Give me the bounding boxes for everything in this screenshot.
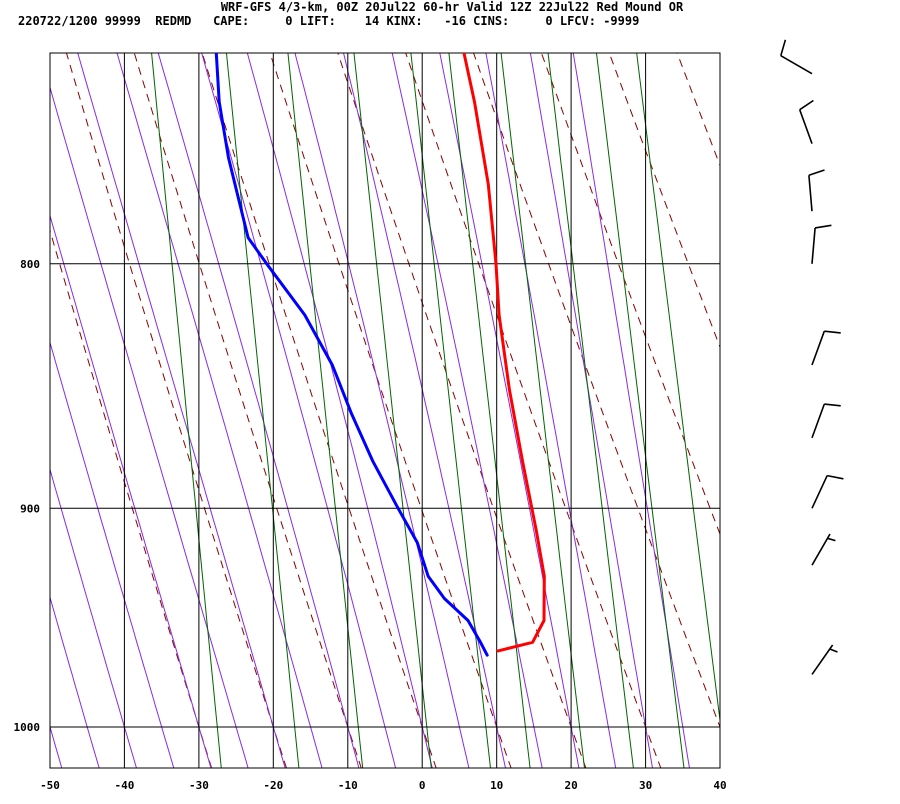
wind-barb	[811, 330, 841, 366]
wind-barb-half-feather	[827, 537, 836, 542]
moist-adiabat-line	[246, 53, 433, 768]
x-tick-label: -20	[263, 779, 283, 792]
x-tick-label: 10	[490, 779, 503, 792]
wind-barb	[811, 403, 841, 439]
moist-adiabat-line	[50, 213, 212, 768]
wind-barb-staff	[811, 403, 826, 439]
moist-adiabat-line	[201, 53, 397, 768]
wind-barb	[811, 224, 832, 264]
x-tick-label: -10	[338, 779, 358, 792]
mixing-ratio-line	[151, 53, 222, 768]
moist-adiabat-line	[294, 53, 470, 768]
x-tick-label: -50	[40, 779, 60, 792]
moist-adiabat-line	[50, 85, 249, 768]
mixing-ratio-line	[353, 53, 432, 768]
moist-adiabat-line	[343, 53, 506, 768]
moist-adiabat-line	[529, 53, 653, 768]
y-tick-label: 1000	[14, 721, 41, 734]
wind-barb-feather	[808, 169, 825, 177]
moist-adiabat-line	[77, 53, 286, 768]
temperature-profile-line	[462, 53, 546, 653]
moist-adiabat-line	[50, 467, 137, 768]
x-tick-label: 40	[713, 779, 726, 792]
mixing-ratio-line	[225, 53, 300, 768]
moist-adiabat-line	[572, 53, 690, 768]
x-tick-label: 20	[564, 779, 577, 792]
plot-frame	[49, 52, 721, 769]
dewpoint-profile-line	[214, 53, 489, 657]
mixing-ratio-line	[500, 53, 585, 768]
wind-barb	[811, 474, 844, 509]
wind-barb-staff	[811, 227, 816, 264]
wind-barb-feather	[780, 39, 787, 56]
wind-barb-staff	[808, 175, 813, 212]
wind-barb-feather	[824, 403, 841, 407]
wind-barb-feather	[799, 99, 814, 111]
wind-barb	[811, 533, 836, 566]
dry-adiabat-line	[133, 53, 362, 768]
mixing-ratio-line	[448, 53, 531, 768]
moist-adiabat-line	[439, 53, 580, 768]
moist-adiabat-line	[157, 53, 360, 768]
x-tick-label: 30	[639, 779, 652, 792]
wind-barb	[808, 169, 825, 212]
x-tick-label: 0	[419, 779, 426, 792]
dry-adiabat-line	[269, 53, 512, 768]
mixing-ratio-line	[410, 53, 491, 768]
wind-barb-feather	[824, 330, 841, 334]
dry-adiabat-line	[50, 228, 213, 768]
dry-adiabat-line	[201, 53, 437, 768]
wind-barb-half-feather	[829, 648, 838, 653]
moist-adiabat-line	[391, 53, 543, 768]
x-tick-label: -30	[189, 779, 209, 792]
moist-adiabat-line	[116, 53, 323, 768]
profiles	[214, 53, 546, 657]
grid-lines	[49, 52, 721, 769]
mixing-ratio-line	[636, 53, 720, 724]
mixing-ratio-line	[547, 53, 634, 768]
wind-barb-staff	[811, 533, 831, 566]
moist-adiabat-line	[485, 53, 617, 768]
moist-adiabat-line	[50, 340, 175, 768]
x-tick-label: -40	[114, 779, 134, 792]
wind-barb-feather	[827, 474, 844, 480]
wind-barb-staff	[811, 330, 826, 366]
wind-barb	[811, 644, 838, 675]
wind-barb-staff	[811, 475, 828, 509]
mixing-ratio-line	[595, 53, 685, 768]
wind-barb-staff	[798, 109, 813, 144]
wind-barb-staff	[811, 644, 834, 675]
y-tick-label: 800	[20, 258, 40, 271]
dry-adiabat-line	[65, 53, 287, 768]
mixing-ratio-line	[287, 53, 364, 768]
wind-barb	[798, 99, 814, 144]
y-tick-label: 900	[20, 502, 40, 515]
chart-info-line: 220722/1200 99999 REDMD CAPE: 0 LIFT: 14…	[18, 14, 639, 28]
chart-title: WRF-GFS 4/3-km, 00Z 20Jul22 60-hr Valid …	[221, 0, 684, 14]
wind-barb	[780, 39, 813, 75]
axis-labels: -50-40-30-20-100102030404005006007008009…	[14, 258, 727, 792]
wind-barb-feather	[814, 224, 832, 229]
wind-barbs	[780, 39, 844, 675]
wind-barb-staff	[780, 55, 813, 75]
